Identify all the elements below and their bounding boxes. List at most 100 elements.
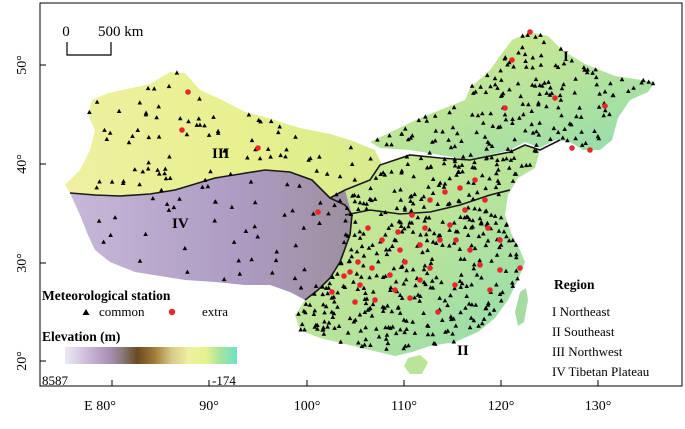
common-station-marker — [485, 302, 491, 307]
common-station-marker — [208, 169, 213, 174]
common-station-marker — [529, 108, 534, 113]
common-station-marker — [366, 245, 372, 250]
common-station-marker — [384, 251, 390, 257]
common-station-marker — [517, 115, 522, 120]
common-station-marker — [423, 215, 429, 220]
common-station-marker — [389, 222, 394, 227]
extra-station-marker — [365, 225, 371, 231]
extra-station-marker — [357, 282, 363, 288]
extra-station-marker — [447, 222, 453, 228]
common-station-marker — [533, 34, 538, 39]
hainan-island — [404, 355, 428, 374]
common-station-marker — [539, 83, 545, 88]
common-station-marker — [418, 155, 424, 161]
common-station-marker — [489, 143, 495, 148]
common-station-marker — [420, 249, 425, 255]
common-station-marker — [457, 278, 463, 283]
common-station-marker — [518, 93, 523, 99]
region-legend-item: II Southeast — [552, 324, 615, 339]
common-station-marker — [537, 120, 542, 125]
common-station-marker — [455, 229, 460, 234]
common-station-marker — [524, 162, 529, 168]
common-station-marker — [447, 227, 452, 232]
extra-station-marker — [409, 212, 415, 218]
extra-station-marker — [485, 225, 491, 231]
common-station-marker — [249, 137, 255, 143]
common-station-marker — [352, 199, 358, 204]
common-station-marker — [584, 70, 590, 75]
common-station-marker — [484, 146, 489, 151]
common-station-marker — [213, 199, 218, 204]
common-station-marker — [572, 90, 577, 95]
extra-station-marker — [185, 89, 191, 95]
common-station-marker — [536, 132, 542, 137]
common-station-marker — [383, 336, 389, 341]
common-station-marker — [498, 242, 504, 247]
common-station-marker — [332, 299, 337, 304]
common-station-marker — [411, 174, 416, 179]
common-station-marker — [555, 129, 561, 135]
common-station-marker — [370, 301, 376, 307]
common-station-marker — [569, 122, 574, 127]
common-station-marker — [373, 175, 379, 180]
extra-station-marker — [379, 237, 385, 243]
common-station-marker — [507, 87, 512, 92]
extra-station-marker — [341, 273, 347, 279]
common-station-marker — [445, 328, 451, 333]
common-station-marker — [573, 76, 578, 81]
region-legend-title: Region — [554, 277, 595, 292]
common-station-marker — [432, 138, 438, 143]
common-station-marker — [440, 129, 445, 134]
x-tick-label: 110° — [391, 399, 417, 414]
common-station-marker — [151, 86, 157, 91]
common-station-marker — [146, 134, 152, 140]
common-station-marker — [388, 287, 393, 292]
common-station-marker — [299, 321, 305, 327]
common-station-marker — [482, 134, 488, 139]
common-station-marker — [486, 300, 491, 305]
common-station-marker — [553, 63, 558, 68]
common-station-marker — [457, 246, 463, 251]
common-station-marker — [546, 79, 551, 84]
region-legend-item: III Northwest — [552, 344, 623, 359]
common-station-marker — [382, 305, 387, 310]
common-station-marker — [97, 179, 102, 184]
common-station-marker — [406, 343, 411, 348]
common-station-marker — [396, 219, 402, 224]
common-station-marker — [562, 126, 567, 131]
common-station-marker — [351, 279, 356, 284]
common-station-marker — [489, 155, 494, 160]
common-station-marker — [421, 267, 427, 272]
extra-station-marker — [527, 29, 533, 35]
common-station-marker — [94, 99, 100, 104]
common-station-marker — [510, 280, 515, 285]
common-station-marker — [581, 65, 587, 70]
common-station-marker — [559, 86, 565, 91]
common-station-marker — [507, 165, 512, 170]
common-station-marker — [404, 154, 410, 159]
common-station-marker — [386, 225, 391, 230]
common-station-marker — [579, 129, 584, 134]
extra-station-marker — [435, 309, 441, 315]
common-station-marker — [485, 238, 491, 243]
common-station-marker — [326, 285, 331, 290]
common-station-marker — [231, 239, 237, 244]
common-station-marker — [430, 278, 435, 283]
common-station-marker — [439, 279, 444, 285]
extra-station-marker — [417, 277, 423, 283]
common-station-marker — [426, 215, 432, 220]
extra-station-marker — [392, 287, 398, 293]
common-station-marker — [579, 142, 585, 147]
common-station-marker — [337, 198, 343, 203]
extra-station-marker — [355, 259, 361, 265]
common-station-marker — [525, 32, 530, 37]
region-label-ii: II — [457, 343, 469, 359]
common-station-marker — [451, 105, 457, 110]
common-station-marker — [255, 234, 260, 239]
common-station-marker — [367, 196, 373, 201]
common-station-marker — [137, 100, 143, 105]
common-station-marker — [404, 318, 409, 323]
common-station-marker — [317, 154, 322, 159]
common-station-marker — [594, 82, 600, 87]
common-station-marker — [322, 319, 327, 324]
